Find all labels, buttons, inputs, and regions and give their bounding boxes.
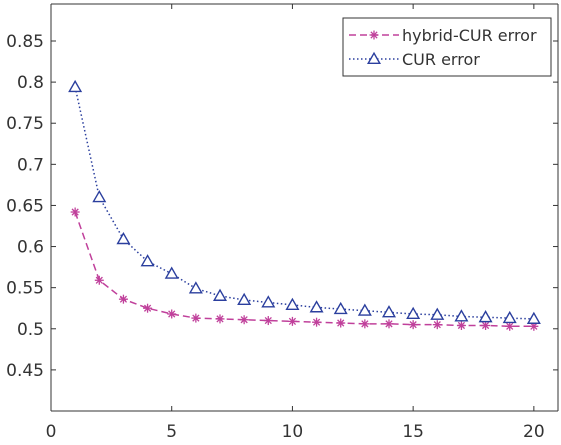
data-point [261, 295, 276, 308]
asterisk-stroke [216, 315, 224, 323]
asterisk-stroke [409, 321, 417, 329]
data-point [360, 319, 370, 329]
data-point [333, 301, 348, 315]
data-point [384, 319, 394, 329]
x-axis-ticks: 0 5 10 15 20 [46, 4, 545, 442]
data-point [191, 313, 201, 323]
legend: hybrid-CUR error CUR error [342, 17, 552, 77]
asterisk-stroke [433, 321, 441, 329]
data-point [92, 190, 107, 203]
data-point [381, 305, 397, 318]
data-point [502, 310, 517, 324]
data-point [215, 314, 225, 324]
asterisk-stroke [240, 316, 248, 324]
data-point [164, 266, 179, 279]
series-2 [68, 79, 541, 324]
data-point [430, 307, 445, 320]
series-1 [70, 207, 539, 331]
y-tick-label: 0.65 [6, 196, 44, 216]
legend-box [342, 17, 552, 77]
data-point [336, 318, 346, 328]
data-point [287, 316, 297, 326]
x-tick-label: 5 [166, 422, 177, 442]
data-point [432, 320, 442, 330]
legend-label: hybrid-CUR error [402, 26, 537, 45]
y-tick-label: 0.8 [17, 73, 44, 93]
asterisk-stroke [288, 317, 297, 325]
data-point [357, 303, 372, 316]
data-point [478, 310, 493, 323]
asterisk-stroke [385, 320, 393, 328]
data-point [505, 321, 515, 331]
data-point [70, 207, 80, 217]
asterisk-stroke [264, 316, 272, 325]
data-point [116, 231, 131, 245]
asterisk-stroke [168, 310, 176, 318]
data-point [237, 292, 252, 306]
data-point [68, 79, 83, 93]
y-tick-label: 0.7 [17, 155, 44, 175]
asterisk-stroke [192, 314, 200, 322]
asterisk-stroke [337, 319, 345, 327]
y-tick-label: 0.75 [6, 114, 44, 134]
asterisk-stroke [481, 321, 490, 330]
y-tick-label: 0.85 [6, 32, 44, 52]
data-point [309, 300, 324, 313]
asterisk-stroke [312, 318, 321, 326]
asterisk-stroke [71, 208, 79, 216]
asterisk-stroke [506, 322, 514, 330]
y-tick-label: 0.6 [17, 238, 44, 258]
data-point [212, 288, 228, 301]
data-point [239, 315, 249, 325]
x-tick-label: 15 [402, 422, 424, 442]
data-point [408, 320, 418, 330]
data-point [481, 320, 491, 330]
data-point [118, 294, 128, 304]
data-point [143, 303, 153, 313]
asterisk-stroke [530, 322, 538, 330]
y-tick-label: 0.5 [17, 320, 44, 340]
asterisk-stroke [119, 295, 128, 303]
series-line [74, 211, 534, 328]
data-point [285, 297, 300, 310]
data-point [140, 254, 155, 267]
asterisk-stroke [143, 304, 152, 312]
asterisk-stroke [361, 320, 369, 328]
legend-label: CUR error [402, 50, 480, 69]
series-line [74, 86, 534, 320]
legend-marker [369, 30, 379, 40]
asterisk-stroke [370, 31, 378, 39]
data-point [94, 275, 104, 285]
data-point [312, 317, 322, 327]
y-tick-label: 0.45 [6, 361, 44, 381]
data-point [456, 320, 466, 330]
series-layer [68, 79, 541, 331]
data-point [526, 311, 541, 324]
data-point [454, 309, 469, 322]
asterisk-stroke [457, 321, 466, 330]
data-point [263, 316, 273, 326]
data-point [167, 309, 177, 319]
x-tick-label: 0 [46, 422, 57, 442]
y-axis-ticks: 0.45 0.5 0.55 0.6 0.65 0.7 0.75 0.8 0.85 [6, 32, 558, 381]
data-point [406, 306, 421, 320]
legend-marker [366, 51, 382, 65]
asterisk-stroke [95, 276, 103, 284]
data-point [188, 281, 203, 294]
x-tick-label: 20 [523, 422, 545, 442]
y-tick-label: 0.55 [6, 279, 44, 299]
x-tick-label: 10 [282, 422, 304, 442]
